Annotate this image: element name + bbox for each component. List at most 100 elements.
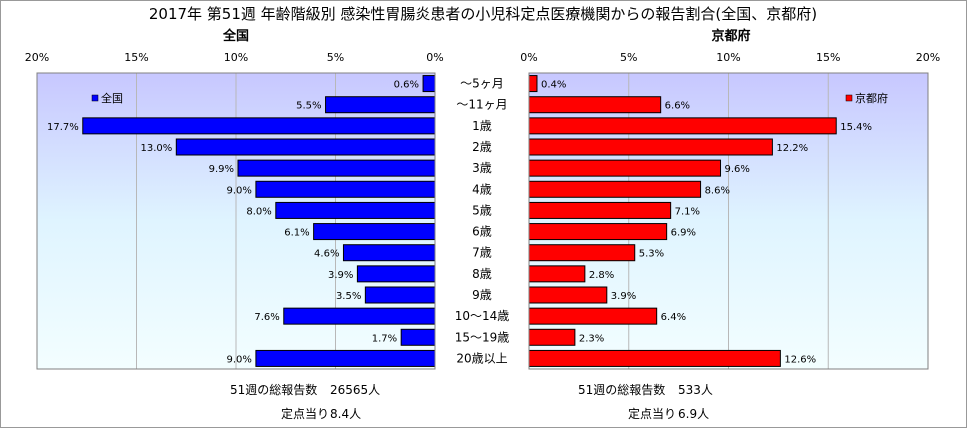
footer-right-per-label: 定点当り <box>628 406 676 421</box>
nationwide-data-label: 8.0% <box>246 206 271 217</box>
footer-left-per-label: 定点当り <box>281 406 329 421</box>
nationwide-data-label: 9.0% <box>226 185 251 196</box>
kyoto-data-label: 9.6% <box>725 164 750 175</box>
right-panel-title: 京都府 <box>711 28 750 44</box>
kyoto-bar <box>528 75 538 93</box>
kyoto-data-label: 5.3% <box>639 249 664 260</box>
left-panel-title: 全国 <box>222 28 249 44</box>
footer-right-total-label: 51週の総報告数 <box>578 382 665 397</box>
category-label: 15～19歳 <box>455 330 510 344</box>
nationwide-bar <box>283 307 436 325</box>
legend-nationwide-swatch <box>91 94 99 102</box>
kyoto-bar <box>528 96 662 114</box>
category-label: 10～14歳 <box>455 309 510 323</box>
nationwide-bar <box>313 223 436 241</box>
nationwide-data-label: 3.5% <box>336 291 361 302</box>
kyoto-data-label: 12.2% <box>776 143 808 154</box>
footer-left-total-value: 26565人 <box>330 383 380 397</box>
left-x-tick-label: 15% <box>124 51 148 64</box>
right-x-tick-label: 10% <box>716 51 740 64</box>
right-x-tick-label: 0% <box>520 51 537 64</box>
kyoto-data-label: 15.4% <box>840 122 872 133</box>
kyoto-data-label: 12.6% <box>784 354 816 365</box>
right-x-tick-label: 15% <box>816 51 840 64</box>
kyoto-bar <box>528 265 586 283</box>
nationwide-bar <box>325 96 436 114</box>
nationwide-data-label: 5.5% <box>296 101 321 112</box>
left-x-tick-label: 5% <box>327 51 344 64</box>
category-label: 8歳 <box>472 267 492 281</box>
kyoto-data-label: 6.6% <box>665 101 690 112</box>
kyoto-data-label: 3.9% <box>611 291 636 302</box>
category-label: 3歳 <box>472 161 492 175</box>
nationwide-data-label: 9.0% <box>226 354 251 365</box>
left-x-tick-label: 0% <box>426 51 443 64</box>
left-x-tick-label: 20% <box>25 51 49 64</box>
nationwide-data-label: 6.1% <box>284 228 309 239</box>
nationwide-data-label: 4.6% <box>314 249 339 260</box>
kyoto-data-label: 0.4% <box>541 80 566 91</box>
kyoto-data-label: 2.3% <box>579 333 604 344</box>
nationwide-bar <box>364 286 436 304</box>
left-plot-area: 0.6% 5.5% 17.7% 13.0% 9.9% 9.0% 8.0% 6.1% 4.6% 3.… <box>36 72 436 370</box>
nationwide-bar <box>342 244 436 262</box>
legend-kyoto-label: 京都府 <box>855 91 888 105</box>
kyoto-data-label: 6.9% <box>671 228 696 239</box>
kyoto-data-label: 2.8% <box>589 270 614 281</box>
nationwide-bar <box>356 265 436 283</box>
nationwide-data-label: 7.6% <box>254 312 279 323</box>
legend-kyoto-swatch <box>845 94 853 102</box>
kyoto-data-label: 6.4% <box>661 312 686 323</box>
kyoto-bar <box>528 201 672 219</box>
category-label: 20歳以上 <box>456 351 507 365</box>
kyoto-bar <box>528 159 722 177</box>
nationwide-data-label: 3.9% <box>328 270 353 281</box>
nationwide-bar <box>82 117 436 135</box>
nationwide-bar <box>255 180 436 198</box>
footer-left: 51週の総報告数 26565人 定点当り 8.4人 <box>230 382 380 421</box>
legend-kyoto: 京都府 <box>845 91 888 105</box>
kyoto-bar <box>528 307 658 325</box>
kyoto-bar <box>528 349 781 367</box>
kyoto-bar <box>528 138 773 156</box>
nationwide-data-label: 9.9% <box>209 164 234 175</box>
kyoto-data-label: 7.1% <box>675 206 700 217</box>
footer-right-per-value: 6.9人 <box>678 407 709 421</box>
footer-left-per-value: 8.4人 <box>330 407 361 421</box>
nationwide-bar <box>175 138 436 156</box>
category-label: 9歳 <box>472 288 492 302</box>
legend-nationwide: 全国 <box>91 91 123 105</box>
category-label: ～5ヶ月 <box>460 77 504 91</box>
kyoto-bar <box>528 180 702 198</box>
kyoto-bar <box>528 244 636 262</box>
category-label: 7歳 <box>472 246 492 260</box>
nationwide-data-label: 17.7% <box>47 122 79 133</box>
right-x-tick-label: 5% <box>620 51 637 64</box>
chart-title: 2017年 第51週 年齢階級別 感染性胃腸炎患者の小児科定点医療機関からの報告… <box>149 5 817 23</box>
legend-nationwide-label: 全国 <box>101 91 123 105</box>
right-x-tick-label: 20% <box>916 51 940 64</box>
nationwide-data-label: 0.6% <box>394 80 419 91</box>
nationwide-bar <box>255 349 436 367</box>
category-label: ～11ヶ月 <box>456 98 507 112</box>
nationwide-bar <box>422 75 436 93</box>
footer-right-total-value: 533人 <box>678 383 713 397</box>
footer-right: 51週の総報告数 533人 定点当り 6.9人 <box>578 382 713 421</box>
category-label: 2歳 <box>472 140 492 154</box>
category-label: 4歳 <box>472 182 492 196</box>
kyoto-bar <box>528 286 608 304</box>
footer-left-total-label: 51週の総報告数 <box>230 382 317 397</box>
right-plot-border <box>528 72 929 370</box>
left-plot-border <box>36 72 436 370</box>
category-label: 6歳 <box>472 225 492 239</box>
nationwide-data-label: 1.7% <box>372 333 397 344</box>
category-label: 1歳 <box>472 119 492 133</box>
left-x-tick-label: 10% <box>224 51 248 64</box>
kyoto-data-label: 8.6% <box>705 185 730 196</box>
nationwide-data-label: 13.0% <box>141 143 173 154</box>
category-label: 5歳 <box>472 203 492 217</box>
nationwide-bar <box>237 159 436 177</box>
nationwide-bar <box>275 201 436 219</box>
nationwide-bar <box>400 328 436 346</box>
